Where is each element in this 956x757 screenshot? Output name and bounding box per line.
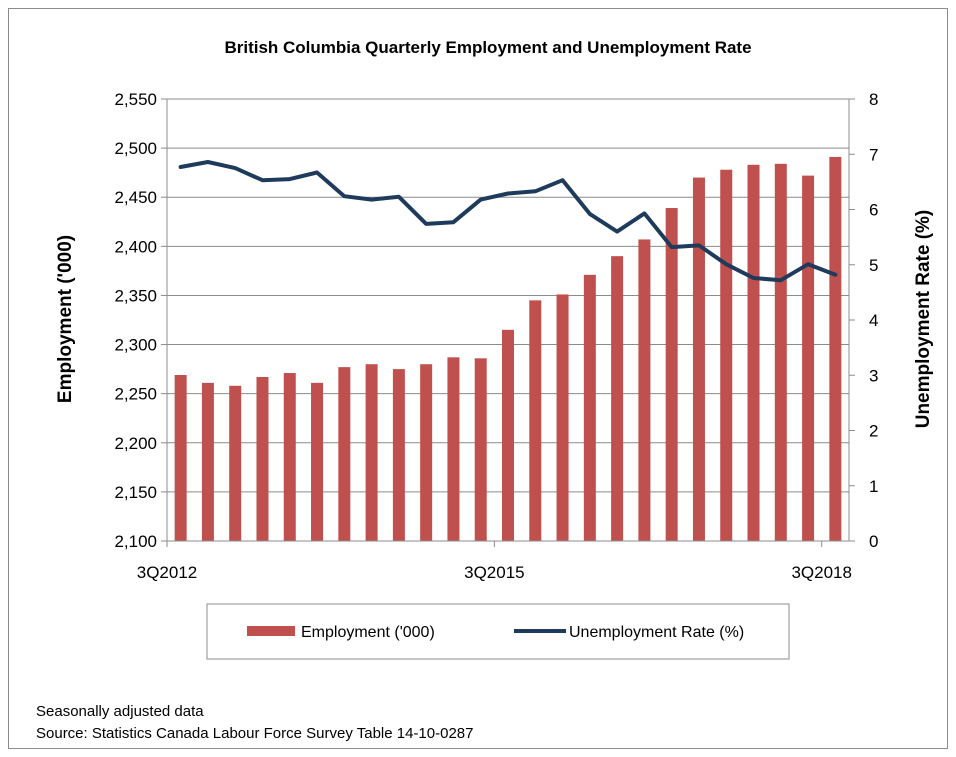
bar <box>774 163 787 541</box>
bar <box>802 175 815 541</box>
bar <box>174 375 187 541</box>
right-tick-label: 3 <box>869 366 878 385</box>
left-tick-label: 2,500 <box>114 139 157 158</box>
bar <box>392 369 405 541</box>
axes <box>161 98 855 547</box>
left-tick-label: 2,300 <box>114 336 157 355</box>
unemployment-line <box>178 160 838 283</box>
x-tick-label: 3Q2012 <box>137 563 198 582</box>
bar <box>474 358 487 541</box>
bar <box>365 364 378 541</box>
bar <box>338 367 351 541</box>
bar <box>201 382 214 541</box>
legend-swatch-employment <box>247 626 295 636</box>
unemployment-rate-line <box>178 160 838 283</box>
bar <box>556 294 569 541</box>
bar <box>692 177 705 542</box>
x-axis-ticks: 3Q2012 3Q2015 3Q2018 <box>137 563 852 582</box>
bar <box>611 256 624 541</box>
right-tick-label: 7 <box>869 145 878 164</box>
right-tick-label: 1 <box>869 477 878 496</box>
bar <box>529 300 542 541</box>
gridlines <box>167 98 849 493</box>
footnote-source: Source: Statistics Canada Labour Force S… <box>36 725 474 742</box>
x-tick-label: 3Q2018 <box>791 563 852 582</box>
right-tick-label: 8 <box>869 90 878 109</box>
x-tick-label: 3Q2015 <box>464 563 525 582</box>
bar <box>829 156 842 541</box>
bar <box>665 208 678 541</box>
left-tick-label: 2,350 <box>114 286 157 305</box>
employment-bars <box>174 156 842 542</box>
left-tick-label: 2,250 <box>114 385 157 404</box>
bar <box>447 357 460 541</box>
right-tick-label: 5 <box>869 256 878 275</box>
right-tick-label: 2 <box>869 422 878 441</box>
bar <box>502 329 514 541</box>
chart-title: British Columbia Quarterly Employment an… <box>224 38 751 57</box>
legend: Employment ('000) Unemployment Rate (%) <box>206 603 790 660</box>
legend-label-unemployment: Unemployment Rate (%) <box>569 624 744 641</box>
left-axis-ticks: 2,100 2,150 2,200 2,250 2,300 2,350 2,400 2,450… <box>114 90 157 551</box>
right-axis-ticks: 0 1 2 3 4 5 6 7 8 <box>869 90 878 551</box>
legend-box <box>206 603 790 660</box>
right-tick-label: 4 <box>869 311 878 330</box>
bar <box>747 164 760 541</box>
left-tick-label: 2,100 <box>114 532 157 551</box>
bar <box>256 376 269 541</box>
left-tick-label: 2,400 <box>114 237 157 256</box>
footnote-seasonally-adjusted: Seasonally adjusted data <box>36 703 204 720</box>
bar <box>283 373 296 541</box>
legend-label-employment: Employment ('000) <box>301 624 435 641</box>
bar <box>229 385 242 541</box>
bar <box>583 274 596 541</box>
bar <box>638 239 651 542</box>
right-tick-label: 0 <box>869 532 878 551</box>
left-axis-title: Employment ('000) <box>55 235 76 403</box>
left-tick-label: 2,450 <box>114 188 157 207</box>
bar <box>720 169 733 541</box>
left-tick-label: 2,550 <box>114 90 157 109</box>
bar <box>311 382 324 541</box>
right-tick-label: 6 <box>869 201 878 220</box>
left-tick-label: 2,200 <box>114 434 157 453</box>
left-tick-label: 2,150 <box>114 483 157 502</box>
bar <box>420 364 433 541</box>
right-axis-title: Unemployment Rate (%) <box>913 210 934 429</box>
